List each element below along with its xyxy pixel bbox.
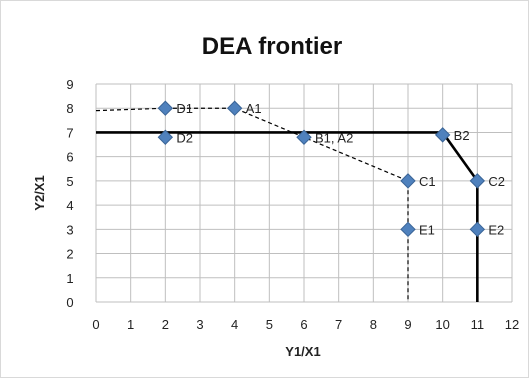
y-tick-labels: 0 1 2 3 4 5 6 7 8 9 — [66, 77, 73, 310]
solid-frontier-line — [96, 131, 479, 302]
grid — [95, 83, 513, 303]
data-point-label: A1 — [246, 101, 262, 116]
y-tick-label: 9 — [66, 77, 73, 92]
x-tick-label: 3 — [196, 317, 203, 332]
x-tick-label: 0 — [92, 317, 99, 332]
x-tick-label: 6 — [300, 317, 307, 332]
data-point-label: E1 — [419, 222, 435, 237]
data-point-label: D1 — [176, 101, 193, 116]
x-tick-label: 10 — [435, 317, 449, 332]
x-tick-label: 2 — [162, 317, 169, 332]
data-point-label: B1, A2 — [315, 130, 353, 145]
data-point-label: C2 — [488, 174, 505, 189]
data-point-marker — [157, 100, 174, 116]
x-tick-labels: 0 1 2 3 4 5 6 7 8 9 10 11 12 — [92, 317, 519, 332]
chart-title: DEA frontier — [202, 33, 342, 60]
data-point-label: B2 — [454, 128, 470, 143]
x-tick-label: 1 — [127, 317, 134, 332]
x-tick-label: 4 — [231, 317, 238, 332]
y-tick-label: 4 — [66, 198, 73, 213]
data-point-marker — [226, 100, 243, 116]
y-tick-label: 2 — [66, 247, 73, 262]
data-point-label: E2 — [488, 222, 504, 237]
y-axis-title: Y2/X1 — [32, 175, 47, 210]
x-tick-label: 11 — [471, 317, 485, 332]
data-point-marker — [157, 129, 174, 145]
x-tick-label: 9 — [404, 317, 411, 332]
data-point-label: C1 — [419, 174, 436, 189]
y-tick-label: 5 — [66, 174, 73, 189]
y-tick-label: 7 — [66, 125, 73, 140]
y-tick-label: 0 — [66, 295, 73, 310]
x-tick-label: 5 — [266, 317, 273, 332]
x-tick-label: 7 — [335, 317, 342, 332]
point-labels: D1 A1 D2 B1, A2 B2 C1 C2 E1 E2 — [176, 101, 505, 237]
data-point-marker — [400, 221, 416, 238]
x-tick-label: 12 — [505, 317, 519, 332]
data-point-marker — [434, 127, 451, 143]
data-point-marker — [400, 173, 416, 189]
data-point-marker — [469, 173, 486, 189]
data-point-label: D2 — [176, 130, 193, 145]
y-tick-label: 6 — [66, 150, 73, 165]
x-tick-label: 8 — [370, 317, 377, 332]
y-tick-label: 8 — [66, 101, 73, 116]
data-point-marker — [469, 221, 486, 238]
x-axis-title: Y1/X1 — [285, 344, 320, 359]
y-tick-label: 3 — [66, 222, 73, 237]
data-points — [157, 100, 486, 238]
y-tick-label: 1 — [66, 271, 73, 286]
data-point-marker — [296, 129, 312, 145]
